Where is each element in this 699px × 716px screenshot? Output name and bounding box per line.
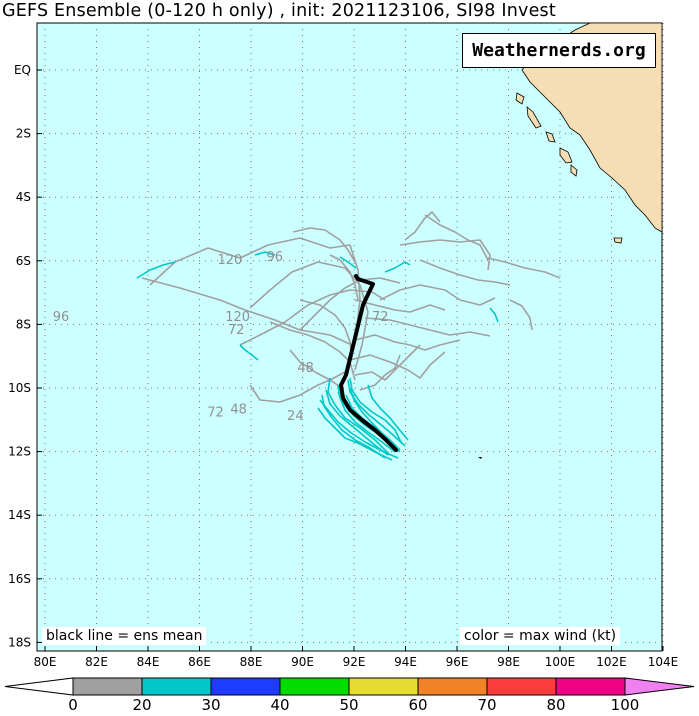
y-tick-label: 18S	[8, 635, 31, 649]
ensemble-track-weak	[404, 211, 441, 241]
y-tick-label: 12S	[8, 445, 31, 459]
watermark-text: Weathernerds.org	[472, 40, 646, 61]
ensemble-track-ts	[325, 389, 389, 456]
x-tick-label: 104E	[648, 655, 679, 669]
x-tick-label: 90E	[291, 655, 314, 669]
colorbar-label-100: 100	[610, 696, 640, 714]
ensemble-track-weak	[329, 254, 359, 301]
ensemble-track-weak	[354, 334, 461, 351]
x-tick-label: 100E	[545, 655, 576, 669]
ensemble-track-weak	[364, 317, 491, 337]
colorbar-label-80: 80	[546, 696, 566, 714]
colorbar-low-arrow	[4, 677, 74, 696]
colorbar-label-0: 0	[68, 696, 78, 714]
x-tick-label: 98E	[497, 655, 520, 669]
ensemble-track-ts	[327, 377, 391, 456]
x-tick-label: 96E	[446, 655, 469, 669]
forecast-hour-label: 120	[218, 253, 243, 268]
colorbar-label-30: 30	[201, 696, 221, 714]
x-tick-label: 102E	[596, 655, 627, 669]
watermark-box: Weathernerds.org	[462, 33, 656, 68]
legend-mean-line: black line = ens mean	[42, 627, 207, 645]
forecast-hour-label: 72	[228, 323, 245, 338]
ensemble-track-weak	[399, 239, 491, 271]
colorbar-segment	[417, 677, 488, 696]
y-tick-label: 10S	[8, 381, 31, 395]
ensemble-track-weak	[379, 284, 496, 306]
x-tick-label: 82E	[85, 655, 108, 669]
ensemble-track-weak	[424, 214, 489, 261]
ensemble-track-weak	[141, 277, 353, 346]
ensemble-track-ts	[254, 251, 276, 256]
y-tick-label: EQ	[14, 63, 31, 77]
ensemble-track-weak	[349, 351, 446, 379]
y-tick-label: 2S	[16, 127, 31, 141]
ensemble-track-weak	[354, 344, 421, 381]
colorbar-label-60: 60	[408, 696, 428, 714]
ensemble-track-ts	[349, 377, 403, 445]
ensemble-track-weak	[359, 354, 401, 391]
ensemble-track-ts	[384, 261, 411, 273]
colorbar-high-arrow	[624, 677, 695, 696]
ensemble-track-weak	[419, 259, 511, 286]
y-tick-label: 8S	[16, 317, 31, 331]
forecast-hour-label: 48	[297, 361, 314, 376]
forecast-hour-label: 72	[207, 406, 224, 421]
ensemble-track-ts	[347, 379, 406, 447]
chart-title: GEFS Ensemble (0-120 h only) , init: 202…	[2, 1, 556, 21]
forecast-hour-label: 96	[266, 250, 283, 265]
forecast-hour-label: 120	[225, 310, 250, 325]
ensemble-track-weak	[299, 277, 401, 331]
ensemble-track-ts	[337, 384, 396, 453]
colorbar-segment	[210, 677, 281, 696]
axis-ticks: 80E 82E 84E 86E 88E 90E 92E 94E 96E 98E 100E 102E 10…	[8, 63, 678, 669]
y-tick-label: 4S	[16, 190, 31, 204]
ensemble-track-weak	[292, 227, 356, 263]
x-tick-label: 88E	[240, 655, 263, 669]
ensemble-track-weak	[299, 299, 353, 361]
ensemble-track-weak	[249, 261, 369, 371]
ensemble-track-ts	[136, 261, 176, 279]
x-tick-label: 92E	[343, 655, 366, 669]
colorbar-segment	[348, 677, 419, 696]
ensemble-track-ts	[239, 344, 259, 361]
ensemble-track-ts	[321, 394, 386, 459]
x-tick-label: 86E	[188, 655, 211, 669]
forecast-hour-label: 72	[372, 310, 389, 325]
y-tick-label: 14S	[8, 508, 31, 522]
colorbar-segment	[555, 677, 626, 696]
x-tick-label: 94E	[394, 655, 417, 669]
ensemble-track-weak	[509, 299, 533, 331]
land-sumatra	[478, 22, 663, 459]
colorbar-label-40: 40	[270, 696, 290, 714]
ensemble-track-weak	[487, 257, 561, 279]
forecast-hour-label: 48	[230, 402, 247, 417]
y-tick-label: 16S	[8, 572, 31, 586]
x-tick-label: 80E	[34, 655, 57, 669]
wind-colorbar	[4, 677, 695, 696]
ensemble-track-ts	[339, 256, 357, 269]
y-tick-label: 6S	[16, 254, 31, 268]
x-tick-label: 84E	[137, 655, 160, 669]
colorbar-label-70: 70	[477, 696, 497, 714]
forecast-hour-label: 24	[287, 409, 304, 424]
colorbar-label-50: 50	[339, 696, 359, 714]
ensemble-tracks	[136, 211, 561, 461]
forecast-hour-label: 96	[53, 310, 70, 325]
colorbar-label-20: 20	[132, 696, 152, 714]
colorbar-segment	[141, 677, 212, 696]
colorbar-segment	[72, 677, 143, 696]
colorbar-segment	[486, 677, 557, 696]
legend-color-meaning: color = max wind (kt)	[460, 627, 621, 645]
ensemble-track-weak	[289, 349, 343, 389]
ensemble-mean-track	[339, 274, 398, 452]
ensemble-track-ts	[367, 384, 409, 441]
ensemble-track-ts	[489, 307, 499, 323]
ocean-background	[36, 22, 663, 652]
colorbar-segment	[279, 677, 350, 696]
ensemble-track-weak	[354, 299, 446, 313]
